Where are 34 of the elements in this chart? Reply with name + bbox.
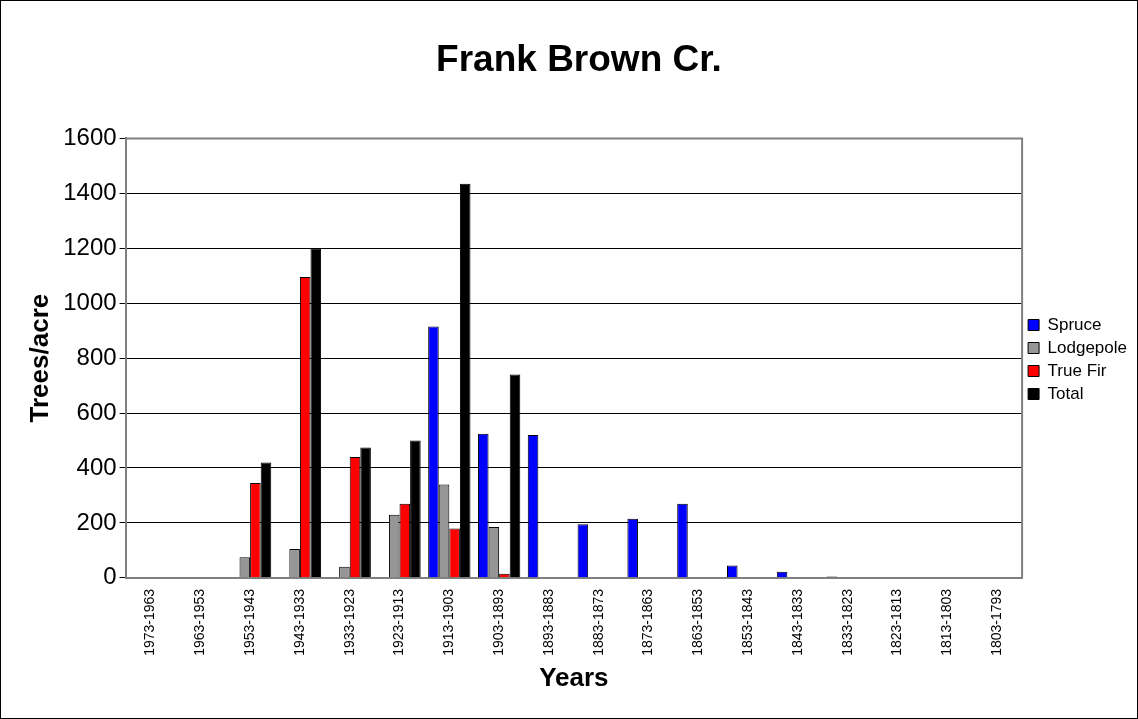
y-tick-label: 1000 — [63, 287, 117, 315]
y-tick-label: 1400 — [63, 177, 117, 205]
legend-label: Total — [1047, 383, 1084, 403]
x-tick-label: 1963-1953 — [191, 588, 208, 656]
x-tick-label: 1913-1903 — [440, 588, 457, 656]
x-tick-label: 1873-1863 — [639, 588, 656, 656]
x-tick-label: 1823-1813 — [888, 588, 905, 656]
chart-title: Frank Brown Cr. — [436, 38, 722, 80]
x-tick-label: 1953-1943 — [240, 588, 257, 656]
legend-label: True Fir — [1047, 360, 1107, 380]
y-tick-label: 200 — [76, 507, 117, 535]
x-tick-label: 1893-1883 — [539, 588, 556, 656]
x-tick-label: 1973-1963 — [141, 588, 158, 656]
x-tick-label: 1883-1873 — [589, 588, 606, 656]
y-tick-label: 800 — [76, 342, 117, 370]
y-tick-label: 600 — [76, 397, 117, 425]
x-axis-title: Years — [539, 661, 609, 692]
y-tick-label: 1600 — [63, 123, 117, 151]
legend-label: Lodgepole — [1047, 337, 1128, 357]
x-tick-label: 1813-1803 — [938, 588, 955, 656]
x-tick-label: 1843-1833 — [788, 588, 805, 656]
y-tick-label: 1200 — [63, 232, 117, 260]
legend-label: Spruce — [1047, 314, 1102, 334]
x-tick-label: 1853-1843 — [739, 588, 756, 656]
y-tick-label: 0 — [103, 562, 117, 590]
x-tick-label: 1903-1893 — [489, 588, 506, 656]
y-tick-label: 400 — [76, 452, 117, 480]
x-tick-label: 1923-1913 — [390, 588, 407, 656]
x-tick-label: 1933-1923 — [340, 588, 357, 656]
x-tick-label: 1803-1793 — [988, 588, 1005, 656]
x-tick-label: 1943-1933 — [290, 588, 307, 656]
x-tick-label: 1833-1823 — [838, 588, 855, 656]
x-tick-label: 1863-1853 — [689, 588, 706, 656]
y-axis-title: Trees/acre — [23, 293, 54, 423]
